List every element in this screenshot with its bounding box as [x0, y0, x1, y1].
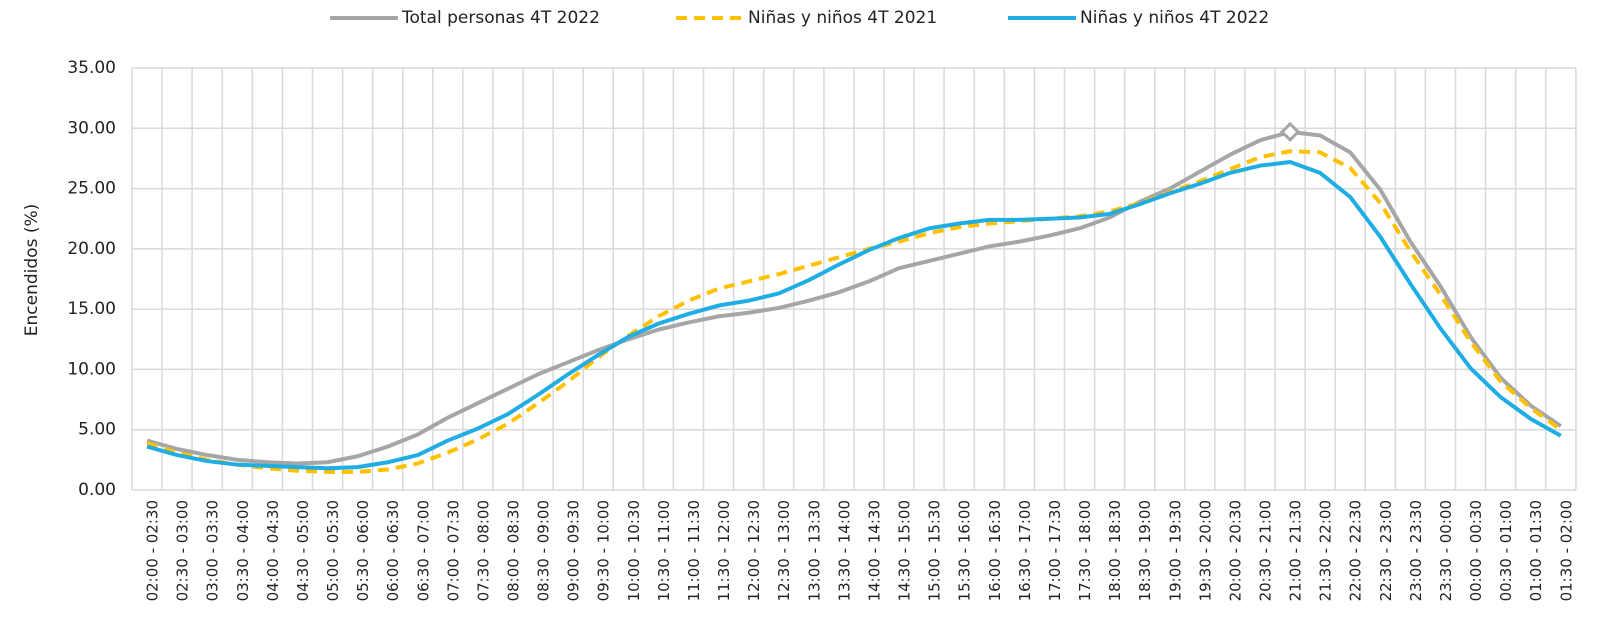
- x-tick-label: 09:00 - 09:30: [565, 500, 583, 601]
- x-tick-label: 04:30 - 05:00: [294, 500, 312, 601]
- x-tick-label: 04:00 - 04:30: [264, 500, 282, 601]
- x-tick-label: 00:30 - 01:00: [1497, 500, 1515, 601]
- legend-label: Total personas 4T 2022: [401, 8, 600, 28]
- x-tick-label: 15:30 - 16:00: [956, 500, 974, 601]
- x-tick-label: 01:00 - 01:30: [1527, 500, 1545, 601]
- y-tick-label: 30.00: [67, 118, 116, 138]
- x-tick-label: 16:30 - 17:00: [1016, 500, 1034, 601]
- x-tick-label: 09:30 - 10:00: [595, 500, 613, 601]
- x-tick-label: 16:00 - 16:30: [986, 500, 1004, 601]
- point-marker: [1279, 121, 1301, 143]
- x-tick-label: 22:00 - 22:30: [1347, 500, 1365, 601]
- y-tick-label: 0.00: [78, 480, 116, 500]
- x-tick-label: 05:00 - 05:30: [324, 500, 342, 601]
- legend-label: Niñas y niños 4T 2022: [1080, 8, 1269, 28]
- x-tick-label: 08:30 - 09:00: [535, 500, 553, 601]
- x-tick-label: 22:30 - 23:00: [1377, 500, 1395, 601]
- x-tick-label: 00:00 - 00:30: [1467, 500, 1485, 601]
- x-tick-label: 19:30 - 20:00: [1196, 500, 1214, 601]
- x-tick-label: 11:00 - 11:30: [685, 500, 703, 601]
- x-tick-label: 20:30 - 21:00: [1257, 500, 1275, 601]
- x-tick-label: 17:30 - 18:00: [1076, 500, 1094, 601]
- x-tick-label: 13:00 - 13:30: [805, 500, 823, 601]
- y-tick-label: 20.00: [67, 239, 116, 259]
- x-tick-label: 10:00 - 10:30: [625, 500, 643, 601]
- x-tick-label: 06:30 - 07:00: [414, 500, 432, 601]
- x-tick-label: 02:00 - 02:30: [144, 500, 162, 601]
- x-tick-label: 07:00 - 07:30: [444, 500, 462, 601]
- x-tick-label: 10:30 - 11:00: [655, 500, 673, 601]
- x-tick-label: 03:00 - 03:30: [204, 500, 222, 601]
- x-tick-label: 17:00 - 17:30: [1046, 500, 1064, 601]
- x-tick-label: 19:00 - 19:30: [1166, 500, 1184, 601]
- y-axis-label: Encendidos (%): [22, 204, 42, 336]
- x-tick-label: 13:30 - 14:00: [835, 500, 853, 601]
- x-tick-label: 14:00 - 14:30: [865, 500, 883, 601]
- legend-label: Niñas y niños 4T 2021: [748, 8, 937, 28]
- x-tick-label: 14:30 - 15:00: [896, 500, 914, 601]
- x-tick-label: 01:30 - 02:00: [1557, 500, 1575, 601]
- series-line: [146, 149, 1562, 474]
- y-tick-label: 10.00: [67, 359, 116, 379]
- x-tick-label: 02:30 - 03:00: [174, 500, 192, 601]
- y-tick-label: 35.00: [67, 58, 116, 78]
- x-tick-label: 12:30 - 13:00: [775, 500, 793, 601]
- y-tick-label: 5.00: [78, 420, 116, 440]
- x-tick-label: 15:00 - 15:30: [926, 500, 944, 601]
- x-tick-label: 21:30 - 22:00: [1317, 500, 1335, 601]
- x-tick-label: 06:00 - 06:30: [384, 500, 402, 601]
- x-tick-label: 18:00 - 18:30: [1106, 500, 1124, 601]
- x-tick-label: 23:00 - 23:30: [1407, 500, 1425, 601]
- series-line: [146, 160, 1562, 471]
- x-tick-label: 03:30 - 04:00: [234, 500, 252, 601]
- x-tick-label: 05:30 - 06:00: [354, 500, 372, 601]
- x-tick-label: 23:30 - 00:00: [1437, 500, 1455, 601]
- y-tick-label: 25.00: [67, 179, 116, 199]
- x-tick-label: 12:00 - 12:30: [745, 500, 763, 601]
- y-tick-label: 15.00: [67, 299, 116, 319]
- series-line: [146, 129, 1562, 466]
- x-tick-label: 20:00 - 20:30: [1226, 500, 1244, 601]
- x-tick-label: 11:30 - 12:00: [715, 500, 733, 601]
- x-tick-label: 07:30 - 08:00: [474, 500, 492, 601]
- x-tick-label: 08:00 - 08:30: [505, 500, 523, 601]
- x-tick-label: 18:30 - 19:00: [1136, 500, 1154, 601]
- x-tick-label: 21:00 - 21:30: [1287, 500, 1305, 601]
